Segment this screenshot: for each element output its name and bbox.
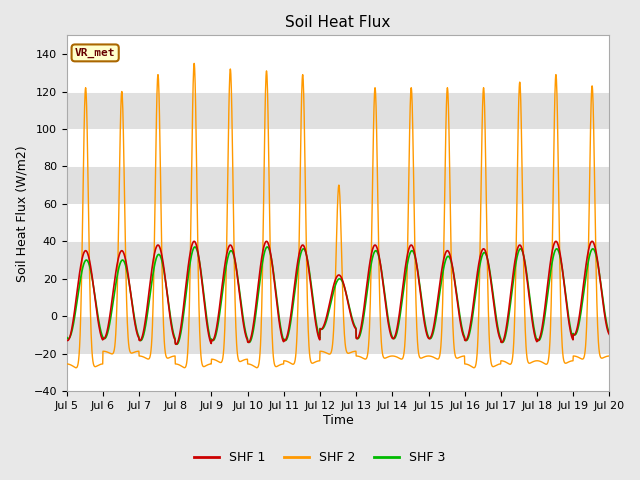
Bar [67,129,609,167]
X-axis label: Time: Time [323,414,353,427]
Legend: SHF 1, SHF 2, SHF 3: SHF 1, SHF 2, SHF 3 [189,446,451,469]
Y-axis label: Soil Heat Flux (W/m2): Soil Heat Flux (W/m2) [15,145,28,282]
Bar [67,241,609,279]
Bar [67,167,609,204]
Text: VR_met: VR_met [75,48,115,58]
Bar [67,54,609,92]
Title: Soil Heat Flux: Soil Heat Flux [285,15,391,30]
Bar [67,354,609,391]
Bar [67,204,609,241]
Bar [67,92,609,129]
Bar [67,316,609,354]
Bar [67,279,609,316]
